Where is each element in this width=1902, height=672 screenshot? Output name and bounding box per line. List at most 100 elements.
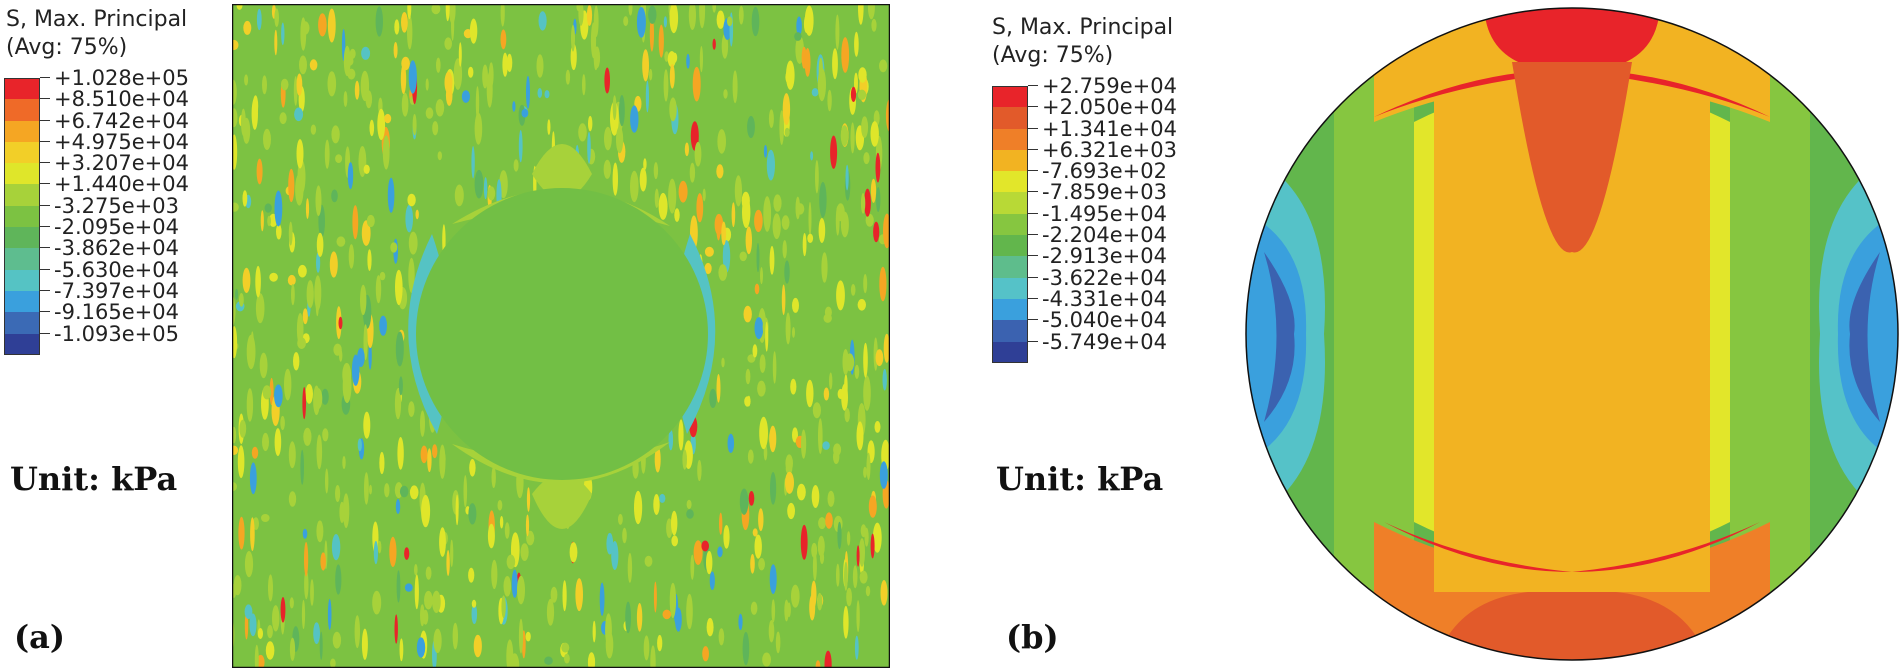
stress-speckle: [866, 452, 871, 480]
panel-b-legend-swatch: [992, 86, 1028, 108]
stress-speckle: [251, 446, 259, 459]
panel-b-legend-row: +1.341e+04: [992, 117, 1177, 150]
stress-speckle: [807, 233, 814, 243]
stress-speckle: [296, 139, 304, 169]
stress-speckle: [475, 86, 480, 121]
center-inclusion-a: [416, 188, 708, 480]
right-blue-region-b: [1837, 212, 1898, 462]
stress-speckle: [794, 32, 802, 41]
panel-b-legend-label: +2.759e+04: [1042, 74, 1177, 98]
stress-speckle: [408, 60, 417, 94]
stress-speckle: [759, 416, 768, 450]
stress-speckle: [751, 6, 760, 37]
stress-speckle: [709, 388, 717, 408]
panel-b-legend-label: -2.204e+04: [1042, 223, 1167, 248]
panel-b-legend-swatch: [992, 128, 1028, 150]
panel-b-legend-row: -3.622e+04: [992, 266, 1167, 299]
stress-speckle: [717, 546, 723, 558]
panel-b-legend-row: -7.859e+03: [992, 180, 1167, 214]
stress-speckle: [668, 178, 677, 214]
stress-speckle: [775, 631, 781, 654]
stress-speckle: [781, 284, 786, 316]
panel-a-legend-label: -1.093e+05: [54, 321, 179, 346]
stress-speckle: [654, 188, 659, 208]
panel-b-legend-tick: [1028, 212, 1038, 214]
stress-speckle: [439, 444, 446, 479]
panel-b-legend-tick: [1028, 148, 1038, 150]
stress-speckle: [445, 4, 450, 22]
panel-a-legend-label: +6.742e+04: [54, 108, 189, 133]
stress-speckle: [506, 53, 513, 72]
stress-speckle: [276, 224, 282, 240]
panel-a-legend-tick: [40, 289, 50, 291]
stress-speckle: [784, 599, 789, 622]
stress-speckle: [827, 490, 835, 507]
panel-a-legend-swatch: [4, 163, 40, 185]
stress-speckle: [604, 67, 610, 94]
stress-speckle: [564, 653, 570, 664]
stress-speckle: [690, 554, 695, 580]
stress-speckle: [779, 110, 784, 145]
stress-speckle: [316, 232, 324, 257]
stress-speckle: [830, 135, 838, 169]
stress-speckle: [322, 428, 329, 442]
stress-speckle: [239, 419, 247, 438]
stress-speckle: [255, 293, 265, 324]
panel-a-legend-tick: [40, 77, 50, 78]
panel-b-legend-tick: [1028, 340, 1038, 342]
stress-speckle: [569, 542, 578, 563]
stress-speckle: [302, 308, 308, 325]
stress-speckle: [754, 317, 764, 340]
stress-speckle: [281, 22, 285, 46]
stress-speckle: [865, 213, 874, 227]
panel-a-legend-swatch: [4, 99, 40, 121]
stress-speckle: [674, 208, 680, 222]
panel-b-legend-tick: [1028, 319, 1038, 321]
stress-speckle: [232, 202, 239, 212]
panel-a-legend-swatch: [4, 333, 40, 355]
stress-speckle: [787, 502, 795, 520]
stress-speckle: [721, 33, 729, 59]
stress-speckle: [407, 15, 413, 50]
stress-speckle: [400, 64, 407, 94]
stress-speckle: [612, 95, 617, 121]
stress-speckle: [333, 343, 342, 356]
stress-speckle: [547, 119, 551, 135]
stress-speckle: [343, 45, 351, 77]
stress-speckle: [879, 59, 888, 73]
panel-b-legend-swatch: [992, 213, 1028, 236]
panel-b-legend-row: +2.759e+04: [992, 74, 1177, 108]
stress-speckle: [882, 368, 887, 391]
stress-speckle: [544, 656, 553, 665]
stress-speckle: [658, 24, 664, 58]
stress-speckle: [858, 67, 867, 83]
stress-speckle: [379, 451, 385, 475]
stress-speckle: [702, 646, 709, 662]
panel-a-legend-tick: [40, 183, 50, 185]
panel-a-legend-label: +1.028e+05: [54, 66, 189, 90]
stress-speckle: [785, 70, 791, 84]
stress-speckle: [785, 312, 791, 345]
stress-speckle: [384, 113, 392, 124]
stress-speckle: [636, 603, 643, 632]
panel-a-legend-row: +1.440e+04: [4, 172, 189, 206]
stress-speckle: [806, 379, 814, 408]
stress-speckle: [526, 487, 531, 512]
panel-a-legend-row: +6.742e+04: [4, 109, 189, 142]
stress-speckle: [699, 4, 706, 29]
stress-speckle: [669, 4, 679, 34]
stress-speckle: [587, 652, 596, 668]
unit-label-a: Unit: kPa: [10, 460, 178, 498]
stress-speckle: [377, 108, 386, 141]
stress-speckle: [242, 267, 251, 293]
panel-b-legend-row: +2.050e+04: [992, 95, 1177, 129]
panel-a-legend-tick: [40, 140, 50, 142]
stress-speckle: [363, 164, 370, 174]
panel-a-legend-tick: [40, 268, 50, 270]
stress-speckle: [360, 284, 367, 316]
stress-speckle: [316, 434, 323, 470]
panel-b-legend-label: -4.331e+04: [1042, 286, 1167, 311]
panel-b-legend-tick: [1028, 106, 1038, 108]
stress-speckle: [719, 512, 723, 535]
stress-speckle: [686, 53, 690, 69]
